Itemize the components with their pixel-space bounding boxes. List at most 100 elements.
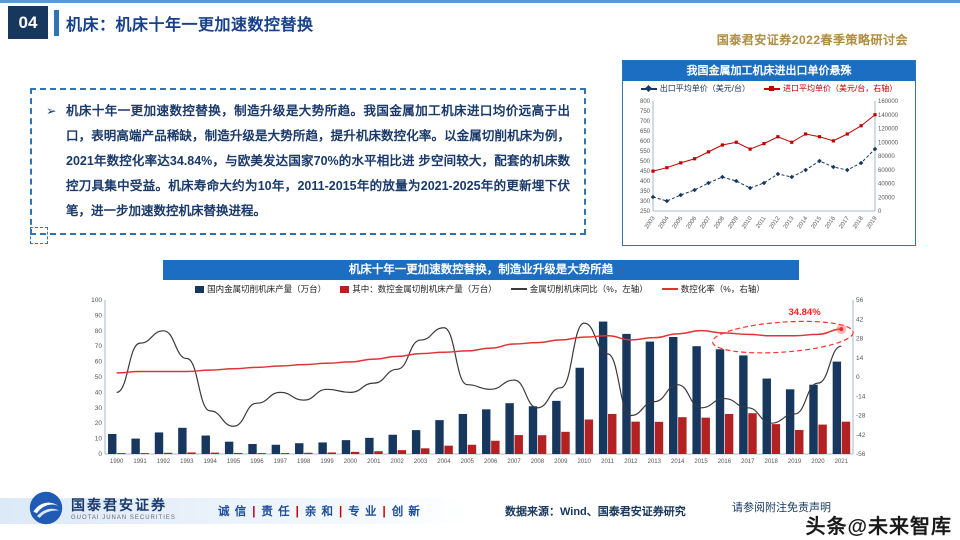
svg-text:50: 50 [95, 374, 103, 381]
bullet-body: 我国金属加工机床进口均价远高于出口，表明高端产品稀缺，制造升级是大势所趋，提升机… [66, 104, 570, 218]
page-number-box: 04 [8, 6, 48, 39]
svg-text:350: 350 [640, 189, 651, 195]
svg-text:2007: 2007 [507, 459, 521, 465]
svg-text:550: 550 [640, 149, 651, 155]
svg-text:1990: 1990 [110, 459, 124, 465]
svg-text:80000: 80000 [878, 154, 895, 160]
legend-item: 出口平均单价（美元/台） [640, 83, 750, 94]
svg-text:14: 14 [856, 355, 864, 362]
svg-text:80: 80 [95, 328, 103, 335]
brand-name-en: GUOTAI JUNAN SECURITIES [71, 515, 176, 521]
data-source: 数据来源：Wind、国泰君安证券研究 [505, 506, 686, 518]
svg-text:60000: 60000 [878, 168, 895, 174]
brand-text: 国泰君安证券 GUOTAI JUNAN SECURITIES [71, 495, 176, 521]
disclaimer: 请参阅附注免责声明 [732, 502, 831, 514]
svg-text:2008: 2008 [531, 459, 545, 465]
svg-text:2005: 2005 [461, 459, 475, 465]
svg-text:250: 250 [640, 209, 651, 215]
svg-text:2021: 2021 [835, 459, 849, 465]
svg-text:2010: 2010 [578, 459, 592, 465]
legend-item: 金属切削机床同比（%，左轴） [510, 283, 648, 295]
bullet-lead: 机床十年一更加速数控替换，制造升级是大势所趋。 [66, 104, 364, 118]
svg-text:-42: -42 [856, 432, 866, 439]
svg-text:2016: 2016 [718, 459, 732, 465]
legend-item: 数控化率（%，右轴） [661, 283, 765, 295]
svg-text:160000: 160000 [878, 99, 899, 105]
svg-text:2009: 2009 [554, 459, 568, 465]
brand-slogan: 诚 信 | 责 任 | 亲 和 | 专 业 | 创 新 [218, 506, 421, 518]
page-number: 04 [18, 12, 38, 32]
svg-text:500: 500 [640, 159, 651, 165]
svg-text:2015: 2015 [694, 459, 708, 465]
legend-item: 其中：数控金属切削机床产量（万台） [340, 283, 497, 295]
svg-text:40000: 40000 [878, 182, 895, 188]
svg-text:2008: 2008 [713, 215, 726, 230]
chart1-legend: 出口平均单价（美元/台） 进口平均单价（美元/台，右轴） [623, 82, 915, 95]
title-accent-bar [54, 10, 59, 36]
svg-text:2013: 2013 [783, 215, 796, 230]
svg-text:20: 20 [95, 420, 103, 427]
chart1-plot: 250 300 350 400 450 500 550 600 650 700 750 800 0 200… [640, 99, 899, 230]
svg-text:2004: 2004 [437, 459, 451, 465]
svg-text:70: 70 [95, 343, 103, 350]
svg-text:750: 750 [640, 109, 651, 115]
svg-text:2017: 2017 [741, 459, 755, 465]
svg-text:-28: -28 [856, 413, 866, 420]
svg-text:2019: 2019 [788, 459, 802, 465]
gtja-logo [29, 491, 63, 525]
svg-text:1993: 1993 [180, 459, 194, 465]
svg-text:800: 800 [640, 99, 651, 105]
svg-text:42: 42 [856, 316, 864, 323]
svg-text:300: 300 [640, 199, 651, 205]
svg-text:2011: 2011 [601, 459, 615, 465]
svg-text:2013: 2013 [648, 459, 662, 465]
bullet-arrow-icon: ➢ [46, 104, 57, 118]
svg-text:1995: 1995 [227, 459, 241, 465]
svg-text:30: 30 [95, 405, 103, 412]
footer: 国泰君安证券 GUOTAI JUNAN SECURITIES 诚 信 | 责 任 | 亲… [0, 486, 960, 540]
empty-dashed-box [30, 227, 48, 244]
svg-text:650: 650 [640, 129, 651, 135]
svg-text:100000: 100000 [878, 140, 899, 146]
svg-text:2019: 2019 [866, 215, 879, 230]
svg-text:2003: 2003 [414, 459, 428, 465]
svg-text:2006: 2006 [484, 459, 498, 465]
svg-text:1992: 1992 [157, 459, 171, 465]
chart-panel-import-export: 我国金属加工机床进出口单价悬殊 出口平均单价（美元/台） 进口平均单价（美元/台，… [622, 60, 916, 246]
brand: 国泰君安证券 GUOTAI JUNAN SECURITIES [28, 490, 176, 526]
legend-item: 进口平均单价（美元/台，右轴） [764, 83, 897, 94]
svg-text:60: 60 [95, 359, 103, 366]
svg-text:-14: -14 [856, 393, 866, 400]
svg-text:1996: 1996 [250, 459, 264, 465]
svg-text:450: 450 [640, 169, 651, 175]
svg-text:120000: 120000 [878, 127, 899, 133]
svg-text:56: 56 [856, 297, 864, 304]
svg-text:1991: 1991 [133, 459, 147, 465]
svg-text:40: 40 [95, 389, 103, 396]
svg-text:2012: 2012 [624, 459, 638, 465]
top-accent-bar [0, 0, 960, 3]
brand-name-cn: 国泰君安证券 [71, 497, 167, 513]
svg-text:2005: 2005 [672, 215, 685, 230]
svg-text:2011: 2011 [755, 215, 768, 230]
svg-text:1999: 1999 [320, 459, 334, 465]
svg-text:2014: 2014 [797, 215, 810, 230]
footer-accent-band [0, 498, 470, 524]
chart2-legend: 国内金属切削机床产量（万台） 其中：数控金属切削机床产量（万台） 金属切削机床同比（… [80, 283, 880, 295]
event-title: 国泰君安证券2022春季策略研讨会 [716, 33, 908, 47]
svg-text:2015: 2015 [811, 215, 824, 230]
svg-text:2012: 2012 [769, 215, 782, 230]
chart2-title: 机床十年一更加速数控替换，制造业升级是大势所趋 [163, 260, 799, 280]
chart2-plot: 0 10 20 30 40 50 60 70 80 90 100 56 42 28 14 0 -14 -28 -42… [91, 297, 866, 465]
svg-text:0: 0 [878, 209, 882, 215]
svg-text:1997: 1997 [274, 459, 288, 465]
svg-text:2017: 2017 [838, 215, 851, 230]
watermark: 头条@未来智库 [805, 516, 952, 538]
svg-text:2016: 2016 [824, 215, 837, 230]
svg-text:2014: 2014 [671, 459, 685, 465]
svg-text:2002: 2002 [391, 459, 405, 465]
svg-text:400: 400 [640, 179, 651, 185]
chart1-title: 我国金属加工机床进出口单价悬殊 [623, 61, 915, 81]
svg-text:0: 0 [98, 451, 102, 458]
svg-text:2009: 2009 [727, 215, 740, 230]
